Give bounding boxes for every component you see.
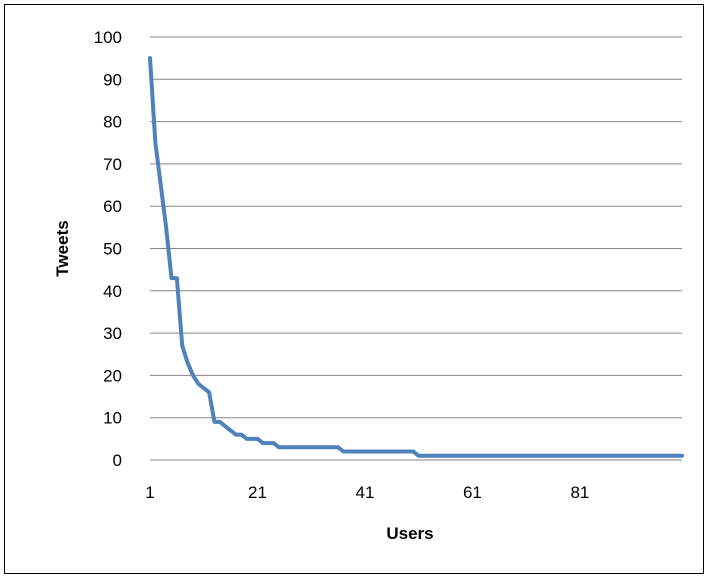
y-tick-label-100: 100 [94, 28, 122, 47]
x-tick-label-81: 81 [570, 483, 589, 502]
y-tick-label-40: 40 [103, 282, 122, 301]
y-axis-title: Tweets [53, 220, 72, 276]
y-tick-label-70: 70 [103, 155, 122, 174]
y-tick-label-80: 80 [103, 113, 122, 132]
x-tick-label-41: 41 [355, 483, 374, 502]
series-group [148, 56, 684, 458]
y-tick-labels: 0 10 20 30 40 50 60 70 80 90 100 [94, 28, 122, 470]
y-tick-label-10: 10 [103, 409, 122, 428]
x-axis-title: Users [386, 524, 433, 543]
x-tick-label-1: 1 [145, 483, 154, 502]
chart-frame [4, 4, 704, 574]
y-tick-label-0: 0 [113, 451, 122, 470]
gridlines [150, 36, 682, 419]
x-tick-label-21: 21 [248, 483, 267, 502]
y-tick-label-30: 30 [103, 324, 122, 343]
y-tick-label-60: 60 [103, 197, 122, 216]
x-tick-labels: 1 21 41 61 81 [145, 483, 589, 502]
series-line-1 [148, 56, 684, 458]
y-tick-label-50: 50 [103, 240, 122, 259]
y-tick-label-90: 90 [103, 70, 122, 89]
y-tick-label-20: 20 [103, 366, 122, 385]
x-tick-label-61: 61 [463, 483, 482, 502]
